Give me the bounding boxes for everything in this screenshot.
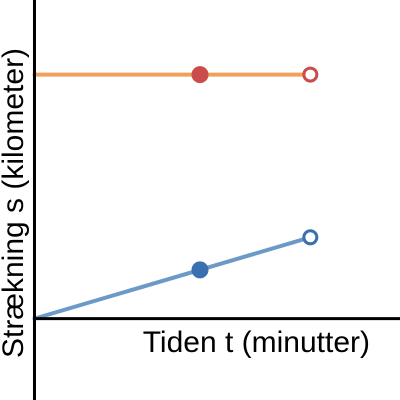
series-1-point-2 xyxy=(302,66,319,83)
y-axis-label: Strækning s (kilometer) xyxy=(0,48,30,358)
series-2-point-1 xyxy=(191,261,209,279)
x-axis-label: Tiden t (minutter) xyxy=(143,326,370,359)
series-1-point-1 xyxy=(191,66,209,84)
series-layer xyxy=(32,66,319,321)
series-2-line xyxy=(32,235,313,321)
series-2-point-2 xyxy=(302,229,319,246)
